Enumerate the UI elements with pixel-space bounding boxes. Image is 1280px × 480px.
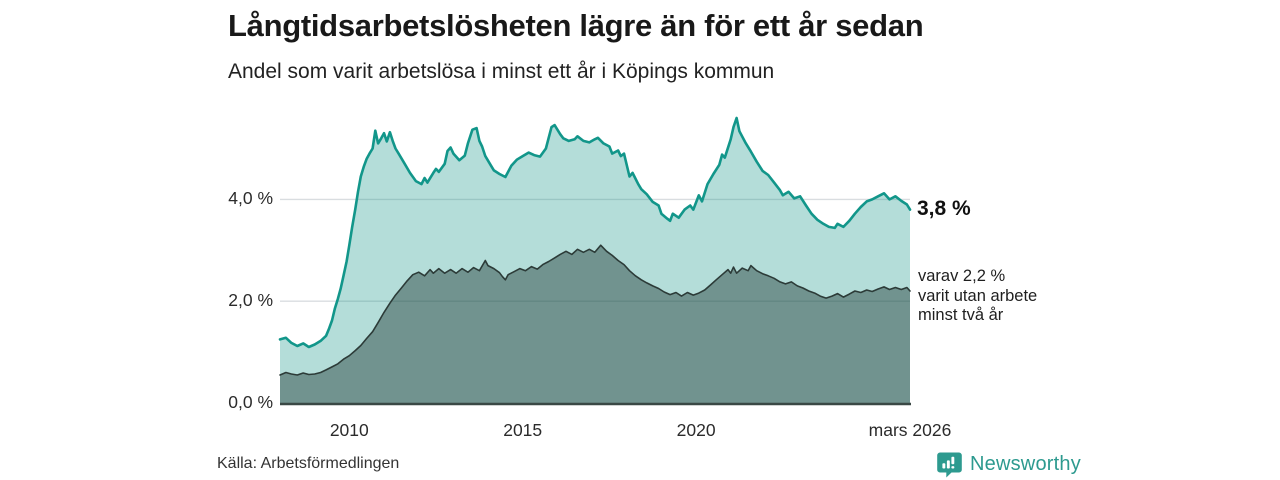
y-axis-tick-label: 4,0 %: [228, 188, 273, 209]
page-title: Långtidsarbetslösheten lägre än för ett …: [228, 8, 924, 43]
unemployed-one-year-plus-line: [278, 116, 912, 349]
y-axis-tick-label: 0,0 %: [228, 392, 273, 412]
source-caption: Källa: Arbetsförmedlingen: [217, 455, 400, 472]
chart-subtitle: Andel som varit arbetslösa i minst ett å…: [228, 60, 775, 83]
two-year-note-annotation: varav 2,2 % varit utan arbete minst två …: [918, 267, 1038, 325]
newsworthy-wordmark: Newsworthy: [970, 453, 1081, 475]
x-axis-tick-label: 2010: [329, 420, 369, 440]
x-axis-tick-label: mars 2026: [868, 420, 952, 440]
y-axis-tick-label: 2,0 %: [228, 290, 273, 311]
newsworthy-logo[interactable]: Newsworthy: [936, 451, 1081, 478]
unemployed-one-year-plus-area: [280, 118, 910, 403]
newsworthy-speech-bubble-bar-chart-icon: [936, 451, 963, 478]
unemployed-two-years-plus-area: [280, 245, 910, 403]
end-value-annotation: 3,8 %: [917, 196, 971, 220]
unemployed-two-years-plus-line: [279, 244, 911, 376]
x-axis-tick-label: 2015: [503, 420, 543, 440]
x-axis-tick-label: 2020: [676, 420, 716, 440]
